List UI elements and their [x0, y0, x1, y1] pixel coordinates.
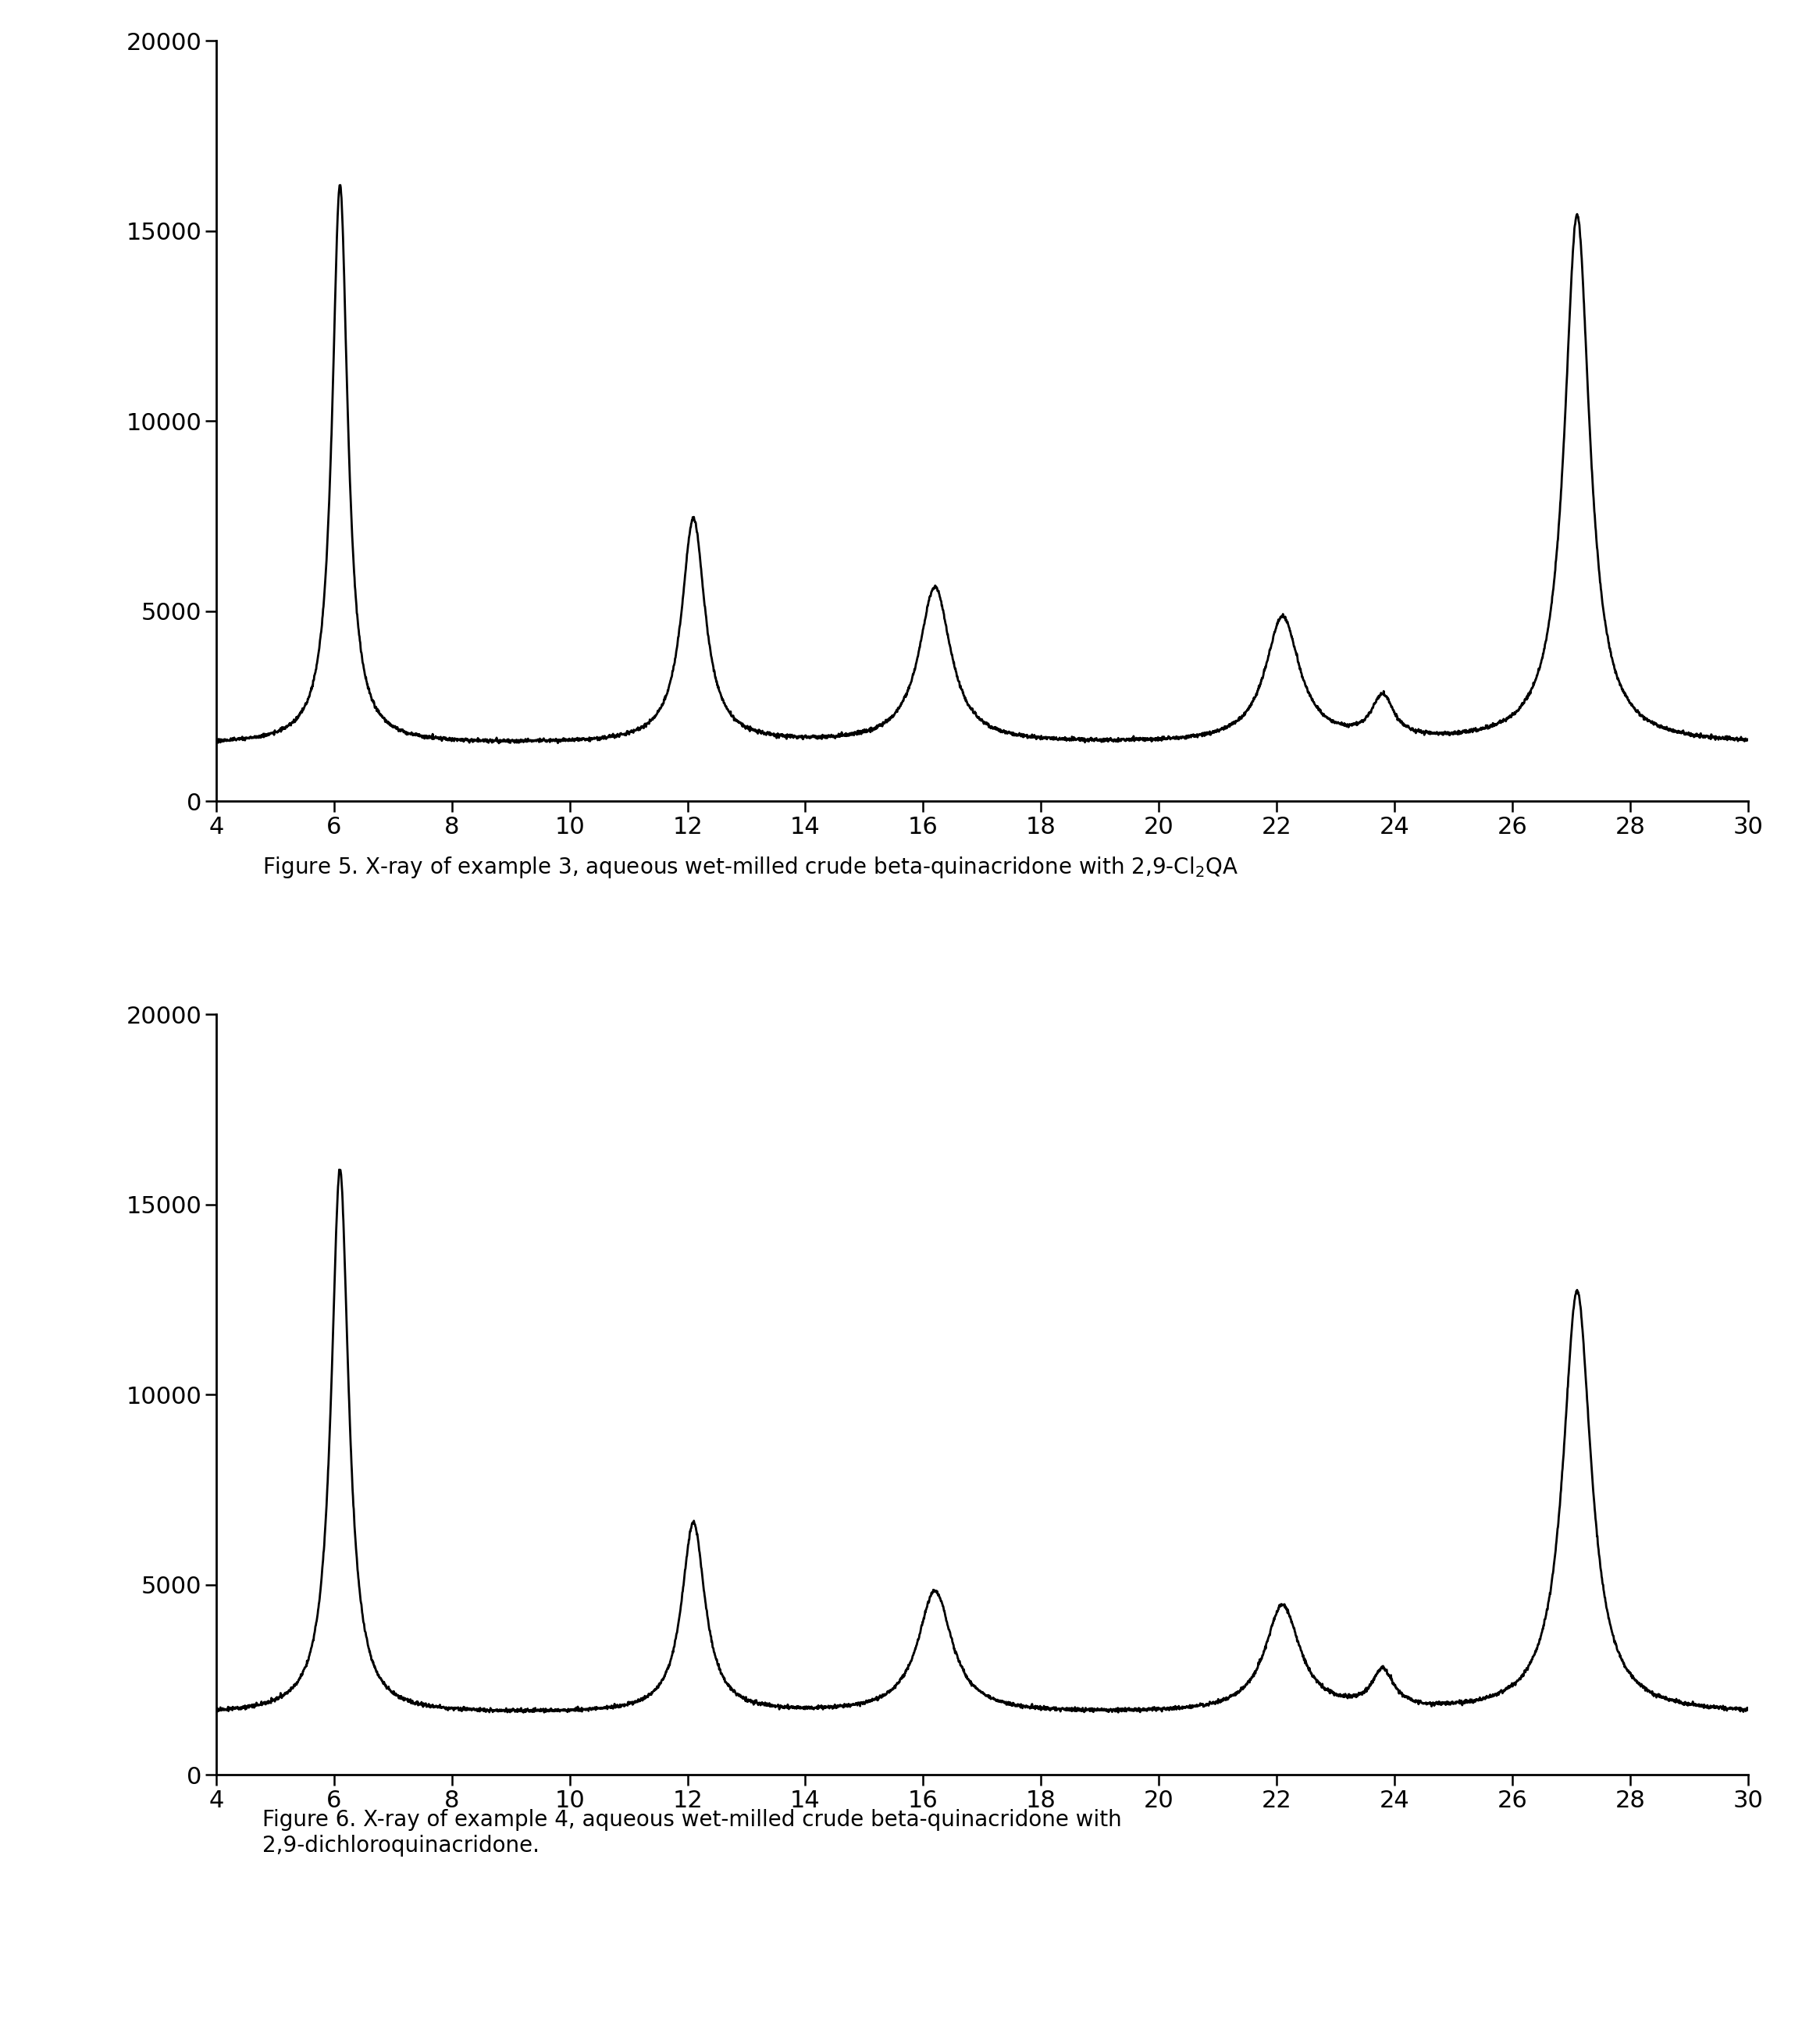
- Text: Figure 6. X-ray of example 4, aqueous wet-milled crude beta-quinacridone with
2,: Figure 6. X-ray of example 4, aqueous we…: [263, 1809, 1121, 1856]
- Text: Figure 5. X-ray of example 3, aqueous wet-milled crude beta-quinacridone with 2,: Figure 5. X-ray of example 3, aqueous we…: [263, 854, 1238, 879]
